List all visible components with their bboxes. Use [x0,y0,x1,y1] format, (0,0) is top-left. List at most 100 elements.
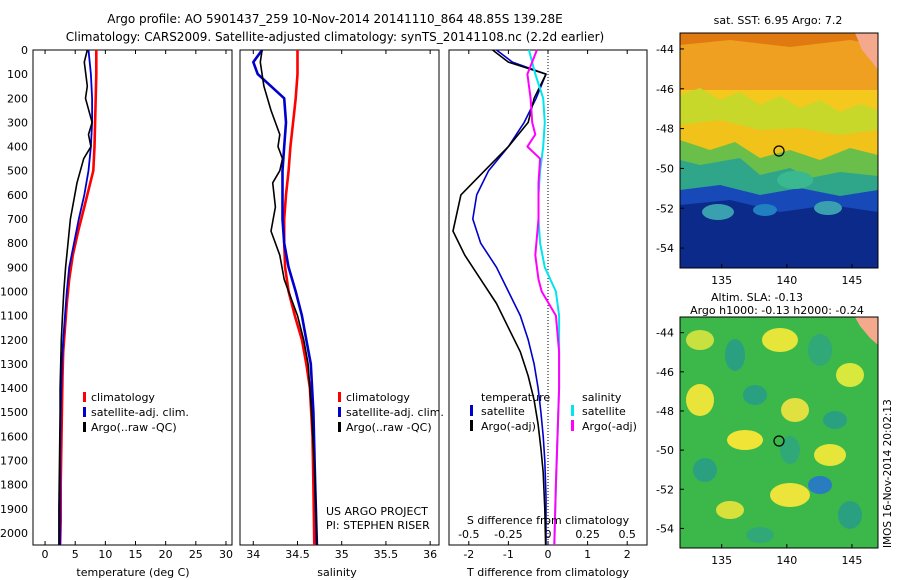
legend-swatch-argo [83,422,86,432]
depth-tick-label: 1100 [0,310,28,323]
depth-tick-label: 400 [7,141,28,154]
timestamp-stamp: IMOS 16-Nov-2014 20:02:13 [882,399,894,548]
depth-tick-label: 900 [7,261,28,274]
depth-tick-label: 1500 [0,406,28,419]
lat-tick-label: -44 [656,327,674,340]
series-line-climatology [58,50,98,546]
x-tick-label: 34 [246,548,260,561]
t-difference-label: T difference from climatology [466,566,629,579]
lat-tick-label: -52 [656,202,674,215]
salinity-axis-ticks: 34 34.5 35 35.5 36 [246,50,437,561]
lat-tick-label: -46 [656,83,674,96]
x-tick-label: 30 [219,548,233,561]
lat-tick-label: -54 [656,242,674,255]
lon-tick-label: 140 [776,274,797,287]
argo-float-marker [773,145,785,157]
x-tick-label: 0 [545,548,552,561]
difference-panel-frame [448,49,648,546]
temperature-axis-label: temperature (deg C) [76,566,189,579]
depth-tick-label: 100 [7,68,28,81]
temperature-axis-ticks: 0 5 10 15 20 25 30 [42,50,233,561]
salinity-panel: 34 34.5 35 35.5 36 salinity climatology sate… [239,49,444,579]
x-tick-label: 15 [129,548,143,561]
legend-label-satellite: satellite-adj. clim. [91,406,189,419]
sla-map-title-2: Argo h1000: -0.13 h2000: -0.24 [690,304,864,317]
depth-tick-label: 700 [7,213,28,226]
sla-map: Altim. SLA: -0.13 Argo h1000: -0.13 h200… [656,291,894,567]
series-line-salinity-argo-adj- [526,49,561,546]
x-tick-label: -2 [463,548,474,561]
legend-swatch-climatology [83,392,86,402]
depth-tick-label: 600 [7,189,28,202]
series-line-argo-raw-qc- [58,49,93,545]
depth-tick-label: 1700 [0,454,28,467]
depth-tick-label: 1200 [0,334,28,347]
depth-tick-label: 1000 [0,285,28,298]
legend-label-satellite: satellite-adj. clim. [346,406,444,419]
s-tick-label: 0.25 [575,528,600,541]
difference-legend: temperature salinity satellite Argo(-adj… [470,391,637,433]
legend-swatch-argo [338,422,341,432]
series-line-argo-raw-qc- [259,49,318,546]
sla-field [680,317,878,548]
legend-swatch-s-satellite [571,405,574,416]
x-tick-label: 5 [72,548,79,561]
x-tick-label: 34.5 [285,548,310,561]
depth-tick-label: 0 [21,44,28,57]
depth-tick-label: 300 [7,116,28,129]
legend-label-t-satellite: satellite [481,405,525,418]
legend-swatch-satellite [83,407,86,417]
lat-tick-label: -46 [656,366,674,379]
temperature-series [58,49,98,546]
header-line-2: Climatology: CARS2009. Satellite-adjuste… [66,30,604,44]
legend-swatch-satellite [338,407,341,417]
legend-swatch-climatology [338,392,341,402]
pi-note: PI: STEPHEN RISER [326,519,430,532]
legend-swatch-t-argo [470,420,473,431]
sst-map-frame [679,32,879,269]
s-tick-label: 0 [545,528,552,541]
depth-tick-label: 1300 [0,358,28,371]
legend-label-climatology: climatology [346,391,410,404]
depth-tick-label: 800 [7,237,28,250]
lat-tick-label: -50 [656,444,674,457]
x-tick-label: 35 [335,548,349,561]
x-tick-label: 36 [423,548,437,561]
legend-label-argo: Argo(..raw -QC) [91,421,177,434]
sla-map-frame [679,316,879,549]
temperature-legend: climatology satellite-adj. clim. Argo(..… [83,391,189,434]
x-tick-label: -1 [503,548,514,561]
depth-tick-label: 1800 [0,479,28,492]
salinity-legend: climatology satellite-adj. clim. Argo(..… [338,391,444,434]
sst-field [680,33,878,268]
legend-label-climatology: climatology [91,391,155,404]
salinity-axis-label: salinity [317,566,357,579]
depth-tick-label: 500 [7,165,28,178]
s-tick-label: -0.25 [494,528,522,541]
salinity-series [252,49,319,546]
salinity-panel-frame [239,49,440,546]
lon-tick-label: 135 [711,554,732,567]
legend-label-s-satellite: satellite [582,405,626,418]
legend-label-t-argo: Argo(-adj) [481,420,536,433]
depth-tick-label: 1600 [0,430,28,443]
x-tick-label: 35.5 [374,548,399,561]
lon-tick-label: 135 [711,274,732,287]
lat-tick-label: -48 [656,405,674,418]
depth-tick-label: 2000 [0,527,28,540]
series-line-satellite-adj-clim- [252,49,319,546]
temperature-panel: 0 5 10 15 20 25 30 temperature (deg C) climato… [32,49,233,579]
legend-swatch-s-argo [571,420,574,431]
argo-float-marker [773,435,785,447]
lat-tick-label: -44 [656,43,674,56]
s-tick-label: 0.5 [618,528,636,541]
sst-map: sat. SST: 6.95 Argo: 7.2 -44 -46 -48 -50 -52… [656,14,879,287]
x-tick-label: 25 [189,548,203,561]
legend-title-salinity: salinity [582,391,622,404]
lon-tick-label: 140 [776,554,797,567]
sla-map-title-1: Altim. SLA: -0.13 [711,291,803,304]
sst-map-title: sat. SST: 6.95 Argo: 7.2 [714,14,843,27]
lat-tick-label: -50 [656,162,674,175]
sst-map-ticks: -44 -46 -48 -50 -52 -54 135 140 145 [656,43,862,287]
